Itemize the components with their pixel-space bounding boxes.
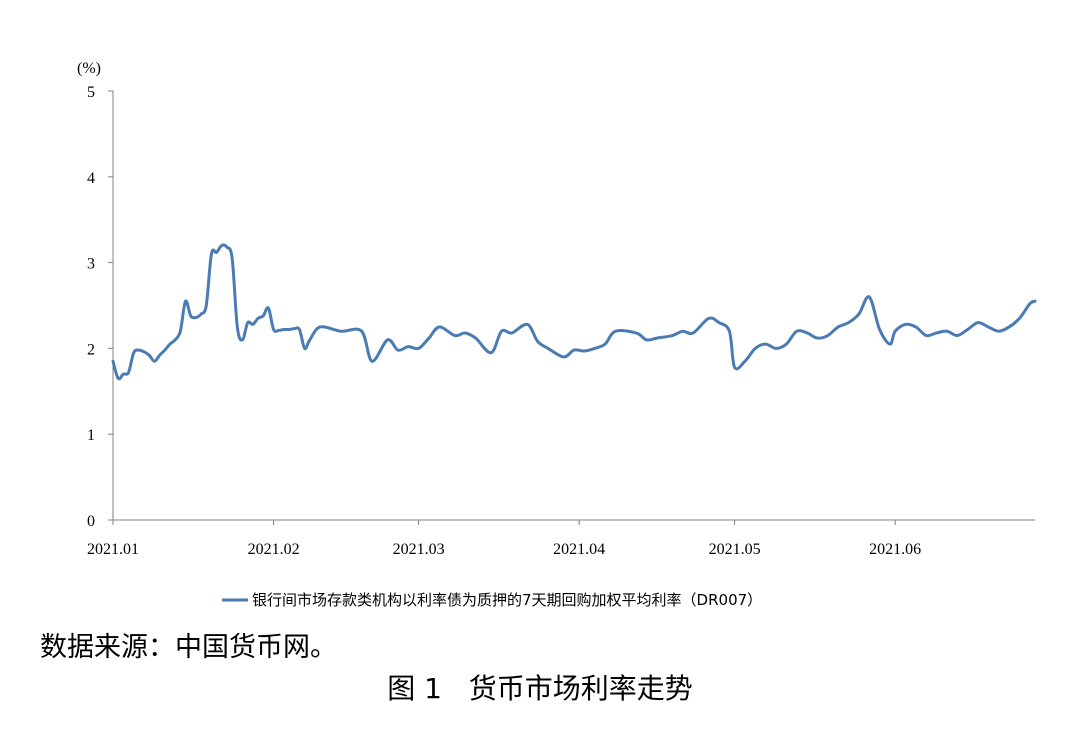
y-unit-label: (%): [77, 60, 101, 77]
series-group: [111, 243, 1037, 381]
figure-caption: 图 1 货币市场利率走势: [387, 672, 693, 705]
x-tick-label: 2021.01: [87, 541, 139, 558]
data-source-note: 数据来源：中国货币网。: [40, 632, 337, 663]
y-tick-label: 4: [87, 170, 95, 187]
series-line-dr007: [111, 243, 1037, 381]
y-tick-label: 3: [87, 256, 95, 273]
x-ticks: 2021.01 2021.02 2021.03 2021.04 2021.05 2021.…: [87, 520, 921, 558]
y-tick-label: 1: [87, 427, 95, 444]
x-tick-label: 2021.03: [393, 541, 445, 558]
legend-entry: 银行间市场存款类机构以利率债为质押的7天期回购加权平均利率（DR007）: [252, 591, 762, 609]
y-tick-label: 0: [87, 513, 95, 530]
legend: 银行间市场存款类机构以利率债为质押的7天期回购加权平均利率（DR007）: [222, 591, 762, 609]
x-tick-label: 2021.04: [553, 541, 605, 558]
x-tick-label: 2021.05: [709, 541, 761, 558]
y-tick-label: 5: [87, 84, 95, 101]
x-tick-label: 2021.06: [869, 541, 921, 558]
x-tick-label: 2021.02: [248, 541, 300, 558]
y-tick-label: 2: [87, 341, 95, 358]
y-ticks: 0 1 2 3 4 5: [87, 84, 113, 530]
